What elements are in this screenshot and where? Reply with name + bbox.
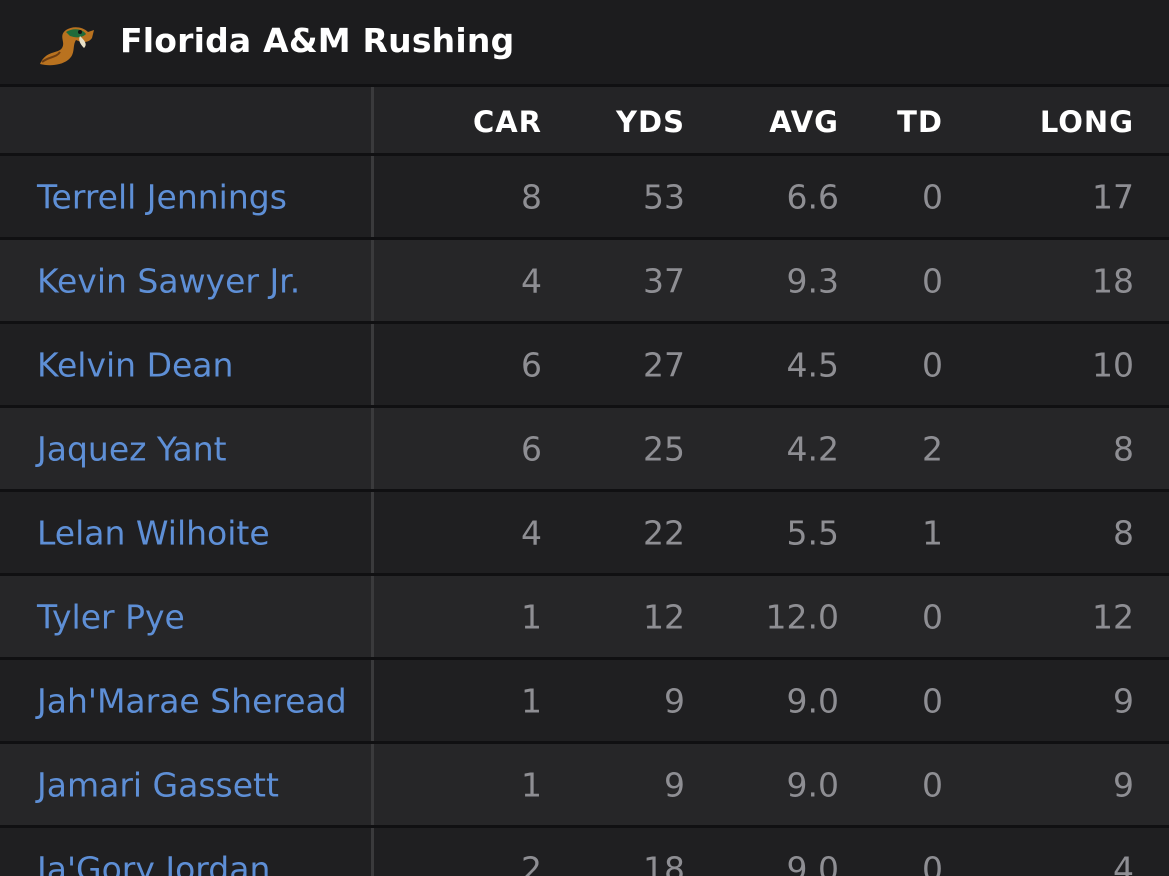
stat-long: 4 [1113, 849, 1134, 876]
player-name-link[interactable]: Jamari Gassett [37, 765, 279, 804]
stat-yds: 12 [643, 597, 685, 636]
stat-td: 0 [922, 345, 943, 384]
player-name-link[interactable]: Jaquez Yant [37, 429, 227, 468]
column-header-long[interactable]: LONG [1039, 104, 1134, 139]
stat-long: 8 [1113, 513, 1134, 552]
stat-td: 0 [922, 765, 943, 804]
stat-long: 9 [1113, 681, 1134, 720]
player-name-cell: Ja'Gory Jordan [0, 828, 374, 876]
stat-avg: 9.0 [786, 849, 839, 876]
table-row: Kelvin Dean 6 27 4.5 0 10 [0, 321, 1169, 405]
player-name-link[interactable]: Jah'Marae Sheread [37, 681, 347, 720]
player-name-cell: Terrell Jennings [0, 156, 374, 237]
stat-td: 0 [922, 849, 943, 876]
stat-avg: 6.6 [786, 177, 839, 216]
stat-avg: 5.5 [786, 513, 839, 552]
table-row: Jaquez Yant 6 25 4.2 2 8 [0, 405, 1169, 489]
table-row: Jamari Gassett 1 9 9.0 0 9 [0, 741, 1169, 825]
stat-yds: 18 [643, 849, 685, 876]
stat-long: 17 [1092, 177, 1134, 216]
player-name-cell: Jah'Marae Sheread [0, 660, 374, 741]
player-name-cell: Kelvin Dean [0, 324, 374, 405]
player-name-cell: Tyler Pye [0, 576, 374, 657]
stat-avg: 9.3 [786, 261, 839, 300]
stat-long: 10 [1092, 345, 1134, 384]
stat-yds: 22 [643, 513, 685, 552]
stat-car: 8 [521, 177, 542, 216]
table-header-bar: Florida A&M Rushing [0, 0, 1169, 84]
stat-td: 1 [922, 513, 943, 552]
player-name-cell: Jamari Gassett [0, 744, 374, 825]
stat-car: 4 [521, 513, 542, 552]
player-name-link[interactable]: Kelvin Dean [37, 345, 234, 384]
player-name-link[interactable]: Tyler Pye [37, 597, 185, 636]
stat-car: 6 [521, 345, 542, 384]
stat-td: 2 [922, 429, 943, 468]
table-row: Lelan Wilhoite 4 22 5.5 1 8 [0, 489, 1169, 573]
stat-td: 0 [922, 261, 943, 300]
page-title: Florida A&M Rushing [120, 21, 515, 60]
stat-car: 4 [521, 261, 542, 300]
stat-avg: 12.0 [765, 597, 839, 636]
column-header-car[interactable]: CAR [472, 104, 542, 139]
stat-long: 18 [1092, 261, 1134, 300]
column-header-yds[interactable]: YDS [616, 104, 685, 139]
table-row: Tyler Pye 1 12 12.0 0 12 [0, 573, 1169, 657]
stat-long: 8 [1113, 429, 1134, 468]
stat-long: 9 [1113, 765, 1134, 804]
stat-td: 0 [922, 177, 943, 216]
stat-avg: 4.5 [786, 345, 839, 384]
rushing-stats-table: CAR YDS AVG TD LONG Terrell Jennings 8 53 6… [0, 84, 1169, 876]
table-row: Ja'Gory Jordan 2 18 9.0 0 4 [0, 825, 1169, 876]
player-name-link[interactable]: Lelan Wilhoite [37, 513, 270, 552]
stat-yds: 9 [664, 681, 685, 720]
column-header-avg[interactable]: AVG [769, 104, 839, 139]
stat-td: 0 [922, 681, 943, 720]
player-column-header [0, 87, 374, 156]
player-name-link[interactable]: Terrell Jennings [37, 177, 287, 216]
stat-yds: 53 [643, 177, 685, 216]
table-row: Kevin Sawyer Jr. 4 37 9.3 0 18 [0, 237, 1169, 321]
stat-td: 0 [922, 597, 943, 636]
stat-yds: 25 [643, 429, 685, 468]
table-header-row: CAR YDS AVG TD LONG [0, 84, 1169, 156]
player-name-cell: Jaquez Yant [0, 408, 374, 489]
stat-yds: 37 [643, 261, 685, 300]
stat-car: 1 [521, 681, 542, 720]
stat-long: 12 [1092, 597, 1134, 636]
stat-avg: 9.0 [786, 681, 839, 720]
player-name-cell: Lelan Wilhoite [0, 492, 374, 573]
stat-car: 6 [521, 429, 542, 468]
player-name-cell: Kevin Sawyer Jr. [0, 240, 374, 321]
rattler-snake-logo-icon [40, 27, 94, 66]
stat-avg: 9.0 [786, 765, 839, 804]
stat-car: 1 [521, 597, 542, 636]
table-row: Terrell Jennings 8 53 6.6 0 17 [0, 153, 1169, 237]
player-name-link[interactable]: Ja'Gory Jordan [37, 849, 271, 876]
column-header-td[interactable]: TD [897, 104, 943, 139]
stat-yds: 27 [643, 345, 685, 384]
table-row: Jah'Marae Sheread 1 9 9.0 0 9 [0, 657, 1169, 741]
stat-car: 1 [521, 765, 542, 804]
player-name-link[interactable]: Kevin Sawyer Jr. [37, 261, 301, 300]
stat-car: 2 [521, 849, 542, 876]
stat-avg: 4.2 [786, 429, 839, 468]
stat-yds: 9 [664, 765, 685, 804]
